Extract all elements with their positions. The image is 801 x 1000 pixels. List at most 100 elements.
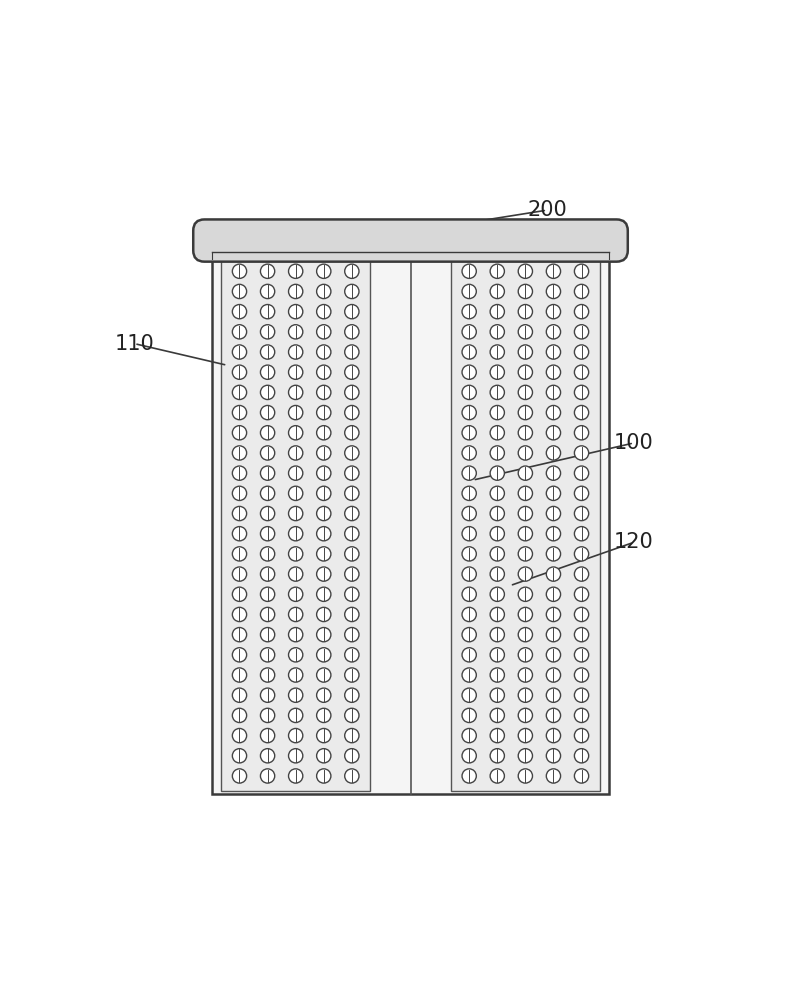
Circle shape: [316, 405, 331, 420]
Circle shape: [288, 749, 303, 763]
Circle shape: [546, 506, 561, 521]
Circle shape: [518, 446, 533, 460]
Circle shape: [490, 567, 505, 581]
Circle shape: [344, 547, 359, 561]
Circle shape: [260, 567, 275, 581]
Circle shape: [260, 305, 275, 319]
Circle shape: [546, 365, 561, 379]
Circle shape: [316, 607, 331, 622]
Circle shape: [574, 486, 589, 500]
Circle shape: [288, 668, 303, 682]
Circle shape: [490, 668, 505, 682]
Circle shape: [574, 547, 589, 561]
Circle shape: [490, 628, 505, 642]
Circle shape: [518, 345, 533, 359]
Circle shape: [490, 345, 505, 359]
Circle shape: [518, 284, 533, 299]
Circle shape: [232, 385, 247, 400]
Circle shape: [260, 668, 275, 682]
Circle shape: [574, 668, 589, 682]
Circle shape: [518, 628, 533, 642]
Circle shape: [260, 365, 275, 379]
Circle shape: [260, 325, 275, 339]
Circle shape: [462, 466, 477, 480]
Circle shape: [344, 284, 359, 299]
Circle shape: [232, 305, 247, 319]
Circle shape: [574, 385, 589, 400]
Circle shape: [546, 325, 561, 339]
Bar: [451, 257, 600, 791]
Circle shape: [546, 587, 561, 601]
Circle shape: [462, 769, 477, 783]
Circle shape: [490, 769, 505, 783]
Circle shape: [344, 466, 359, 480]
Circle shape: [288, 506, 303, 521]
Circle shape: [288, 628, 303, 642]
Circle shape: [344, 728, 359, 743]
Circle shape: [518, 506, 533, 521]
Circle shape: [462, 264, 477, 278]
Circle shape: [344, 305, 359, 319]
Circle shape: [260, 405, 275, 420]
Circle shape: [232, 607, 247, 622]
Circle shape: [574, 305, 589, 319]
Circle shape: [574, 708, 589, 723]
Circle shape: [232, 648, 247, 662]
Circle shape: [316, 486, 331, 500]
Circle shape: [260, 466, 275, 480]
Circle shape: [462, 587, 477, 601]
Circle shape: [316, 668, 331, 682]
Circle shape: [316, 385, 331, 400]
Circle shape: [546, 749, 561, 763]
Circle shape: [490, 264, 505, 278]
Circle shape: [232, 587, 247, 601]
Circle shape: [260, 728, 275, 743]
Circle shape: [518, 728, 533, 743]
Bar: [221, 257, 370, 791]
Circle shape: [518, 527, 533, 541]
Circle shape: [462, 527, 477, 541]
Circle shape: [316, 305, 331, 319]
Circle shape: [574, 607, 589, 622]
Circle shape: [232, 446, 247, 460]
Circle shape: [490, 506, 505, 521]
Circle shape: [518, 769, 533, 783]
Circle shape: [344, 769, 359, 783]
Circle shape: [288, 587, 303, 601]
Circle shape: [518, 466, 533, 480]
Circle shape: [574, 284, 589, 299]
Circle shape: [344, 506, 359, 521]
Circle shape: [462, 365, 477, 379]
Circle shape: [232, 506, 247, 521]
Circle shape: [518, 547, 533, 561]
Circle shape: [490, 385, 505, 400]
Circle shape: [518, 607, 533, 622]
Circle shape: [316, 708, 331, 723]
Circle shape: [490, 688, 505, 702]
Circle shape: [518, 648, 533, 662]
Circle shape: [260, 486, 275, 500]
Circle shape: [232, 728, 247, 743]
Circle shape: [316, 264, 331, 278]
Circle shape: [462, 749, 477, 763]
Circle shape: [574, 587, 589, 601]
Text: 110: 110: [115, 334, 154, 354]
Circle shape: [518, 305, 533, 319]
Bar: [211, 250, 609, 794]
Circle shape: [462, 446, 477, 460]
Circle shape: [574, 345, 589, 359]
Circle shape: [232, 284, 247, 299]
Circle shape: [316, 506, 331, 521]
Circle shape: [574, 426, 589, 440]
Circle shape: [316, 527, 331, 541]
Circle shape: [490, 325, 505, 339]
FancyBboxPatch shape: [193, 219, 628, 262]
Circle shape: [546, 708, 561, 723]
Circle shape: [344, 365, 359, 379]
Circle shape: [574, 446, 589, 460]
Circle shape: [574, 628, 589, 642]
Circle shape: [490, 587, 505, 601]
Circle shape: [462, 668, 477, 682]
Circle shape: [260, 264, 275, 278]
Circle shape: [546, 547, 561, 561]
